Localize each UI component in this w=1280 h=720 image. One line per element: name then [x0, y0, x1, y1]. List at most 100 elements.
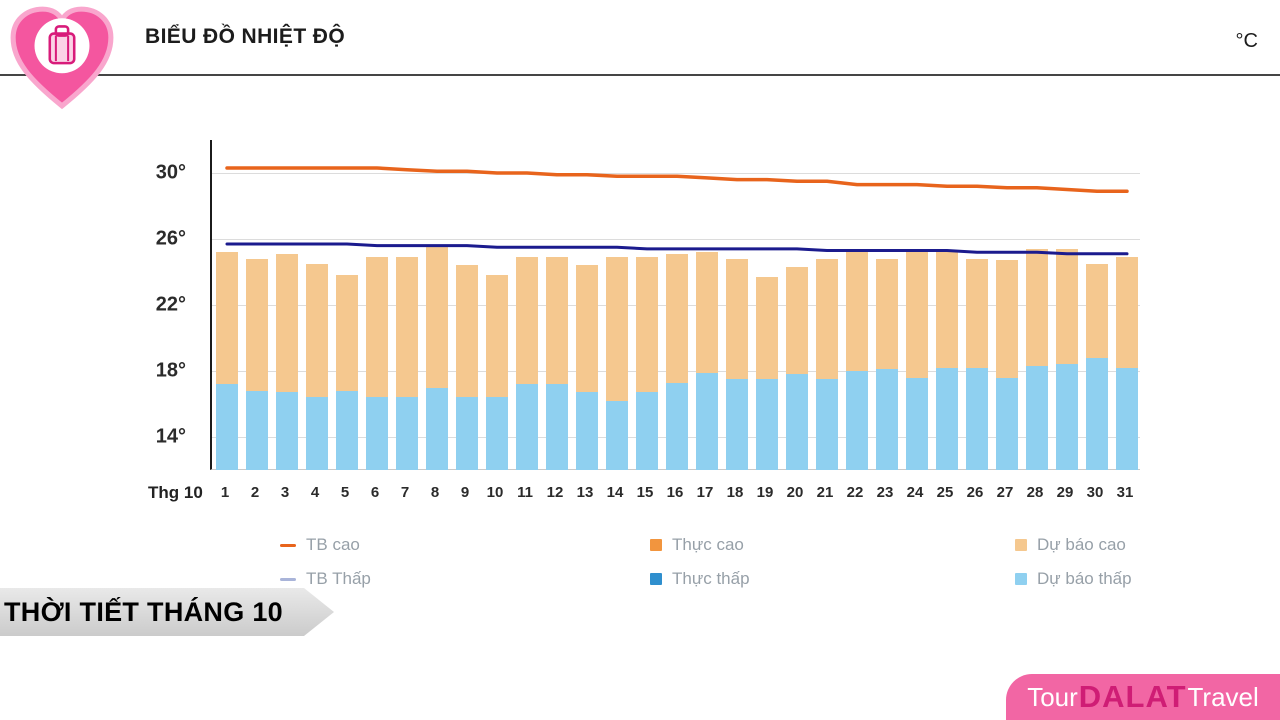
brand-tour: Tour: [1027, 681, 1078, 712]
y-axis-tick-label: 18°: [155, 359, 186, 382]
x-axis-day-label: 31: [1116, 484, 1134, 501]
header: BIỂU ĐỒ NHIỆT ĐỘ °C: [0, 0, 1280, 76]
bar-dự-báo-thấp: [935, 367, 959, 470]
bar-dự-báo-thấp: [335, 390, 359, 470]
bar-dự-báo-thấp: [755, 379, 779, 470]
gridline: [212, 173, 1140, 174]
legend-item: Thực cao: [650, 534, 1015, 556]
bar-dự-báo-thấp: [455, 397, 479, 470]
brand-dalat: DALAT: [1078, 679, 1187, 714]
x-axis-day-label: 14: [606, 484, 624, 501]
x-axis-day-label: 6: [370, 484, 380, 501]
bar-dự-báo-thấp: [425, 387, 449, 470]
bar-dự-báo-thấp: [365, 397, 389, 470]
legend-square-marker: [650, 573, 662, 585]
legend-square-marker: [1015, 539, 1027, 551]
y-axis-labels: 14° 18° 22° 26° 30°: [120, 140, 204, 470]
x-axis-day-label: 4: [310, 484, 320, 501]
legend-line-marker: [280, 543, 296, 547]
bar-dự-báo-thấp: [245, 390, 269, 470]
bar-dự-báo-thấp: [485, 397, 509, 470]
bar-dự-báo-thấp: [815, 379, 839, 470]
bar-dự-báo-thấp: [275, 392, 299, 470]
bar-dự-báo-thấp: [845, 371, 869, 470]
x-axis-day-label: 1: [220, 484, 230, 501]
trend-lines: [225, 166, 1129, 256]
temperature-unit-label: °C: [1235, 30, 1258, 52]
legend-item: Dự báo thấp: [1015, 568, 1240, 590]
x-axis-day-label: 30: [1086, 484, 1104, 501]
x-axis-day-label: 3: [280, 484, 290, 501]
legend-square-marker: [1015, 573, 1027, 585]
x-axis-day-label: 23: [876, 484, 894, 501]
bar-dự-báo-thấp: [575, 392, 599, 470]
chart-legend: TB cao Thực cao Dự báo cao TB Thấp Thực thấp…: [240, 534, 1240, 590]
heart-badge-icon: [10, 6, 114, 110]
legend-label: Dự báo thấp: [1037, 569, 1132, 588]
month-banner: THỜI TIẾT THÁNG 10: [0, 588, 334, 636]
bar-dự-báo-thấp: [665, 382, 689, 470]
bar-dự-báo-thấp: [695, 372, 719, 470]
x-axis-day-label: 28: [1026, 484, 1044, 501]
tour-dalat-travel-logo: [6, 2, 118, 114]
line-tb-thấp: [225, 242, 1129, 256]
bar-dự-báo-thấp: [1085, 357, 1109, 470]
x-axis-day-label: 22: [846, 484, 864, 501]
x-axis-day-label: 7: [400, 484, 410, 501]
x-axis-day-label: 12: [546, 484, 564, 501]
x-axis-day-label: 20: [786, 484, 804, 501]
bar-dự-báo-thấp: [1055, 364, 1079, 470]
x-axis-day-label: 9: [460, 484, 470, 501]
bar-dự-báo-thấp: [995, 377, 1019, 470]
x-axis-day-label: 21: [816, 484, 834, 501]
y-axis-tick-label: 22°: [155, 293, 186, 316]
x-axis-day-label: 27: [996, 484, 1014, 501]
gridline: [212, 239, 1140, 240]
x-axis-day-label: 19: [756, 484, 774, 501]
bar-dự-báo-thấp: [305, 397, 329, 470]
temperature-chart-plot: [210, 140, 1140, 470]
legend-label: TB Thấp: [306, 569, 371, 588]
x-axis-month-label: Thg 10: [148, 483, 203, 502]
x-axis-day-label: 18: [726, 484, 744, 501]
month-banner-label: THỜI TIẾT THÁNG 10: [4, 596, 283, 627]
line-tb-cao: [225, 166, 1129, 193]
footer-brand: Tour DALAT Travel: [1006, 674, 1280, 720]
legend-item: Thực thấp: [650, 568, 1015, 590]
x-axis-day-label: 26: [966, 484, 984, 501]
bar-dự-báo-thấp: [875, 369, 899, 470]
bar-dự-báo-thấp: [905, 377, 929, 470]
bar-dự-báo-thấp: [545, 384, 569, 470]
legend-item: TB cao: [280, 534, 650, 556]
bar-dự-báo-thấp: [635, 392, 659, 470]
bar-dự-báo-thấp: [725, 379, 749, 470]
x-axis-day-label: 15: [636, 484, 654, 501]
legend-label: Thực cao: [672, 535, 744, 554]
x-axis-day-label: 2: [250, 484, 260, 501]
x-axis-day-label: 11: [517, 484, 533, 501]
bar-dự-báo-thấp: [965, 367, 989, 470]
x-axis-day-label: 24: [906, 484, 924, 501]
x-axis-day-label: 16: [666, 484, 684, 501]
x-axis-labels: 1 2 3 4 5 6 7 8 9 10 11 12 13 14 15 16 17 18 19 20 21 22 23 24 2…: [210, 484, 1140, 506]
legend-item: Dự báo cao: [1015, 534, 1240, 556]
x-axis-day-label: 25: [936, 484, 954, 501]
bar-dự-báo-thấp: [1025, 366, 1049, 470]
x-axis-day-label: 10: [486, 484, 504, 501]
bar-dự-báo-thấp: [515, 384, 539, 470]
y-axis-tick-label: 14°: [155, 425, 186, 448]
y-axis-tick-label: 30°: [155, 161, 186, 184]
bar-dự-báo-thấp: [785, 374, 809, 470]
legend-line-marker: [280, 577, 296, 581]
legend-item: TB Thấp: [280, 568, 650, 590]
brand-travel: Travel: [1187, 681, 1259, 712]
page-title: BIỂU ĐỒ NHIỆT ĐỘ: [145, 25, 346, 48]
x-axis-day-label: 5: [340, 484, 350, 501]
legend-label: Thực thấp: [672, 569, 750, 588]
x-axis-day-label: 8: [430, 484, 440, 501]
legend-square-marker: [650, 539, 662, 551]
bar-dự-báo-thấp: [395, 397, 419, 470]
suitcase-icon: [48, 25, 76, 65]
legend-label: TB cao: [306, 535, 360, 554]
